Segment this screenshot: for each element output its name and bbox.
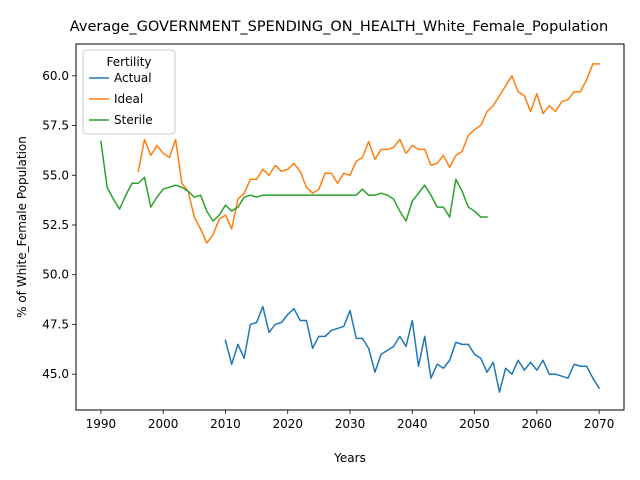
series-line-actual [224, 305, 601, 393]
x-tick-label: 2040 [397, 417, 428, 431]
legend-label-ideal: Ideal [114, 92, 143, 106]
legend-box [82, 49, 176, 135]
x-axis-label: Years [333, 451, 366, 465]
x-tick-label: 2070 [584, 417, 615, 431]
y-tick-label: 45.0 [42, 367, 69, 381]
y-tick-label: 47.5 [42, 317, 69, 331]
legend: Fertility Actual Ideal Sterile [82, 49, 176, 135]
x-tick-label: 2000 [148, 417, 179, 431]
series-line-sterile [100, 140, 488, 222]
x-tick-label: 2050 [459, 417, 490, 431]
x-axis: 1990 2000 2010 2020 2030 2040 2050 2060 2070 [86, 410, 615, 431]
legend-label-sterile: Sterile [114, 113, 153, 127]
y-tick-label: 60.0 [42, 69, 69, 83]
x-tick-label: 2060 [522, 417, 553, 431]
plot-area [100, 63, 601, 393]
x-tick-label: 1990 [86, 417, 117, 431]
y-tick-label: 55.0 [42, 168, 69, 182]
chart-title: Average_GOVERNMENT_SPENDING_ON_HEALTH_Wh… [70, 19, 608, 35]
y-tick-label: 57.5 [42, 119, 69, 133]
y-tick-label: 50.0 [42, 268, 69, 282]
x-tick-label: 2030 [335, 417, 366, 431]
legend-title: Fertility [106, 55, 151, 69]
x-tick-label: 2020 [272, 417, 303, 431]
legend-label-actual: Actual [114, 71, 152, 85]
y-axis-label: % of White_Female Population [15, 136, 29, 318]
x-tick-label: 2010 [210, 417, 241, 431]
y-axis: 45.0 47.5 50.0 52.5 55.0 57.5 60.0 [42, 69, 76, 381]
series-line-ideal [137, 63, 600, 244]
y-tick-label: 52.5 [42, 218, 69, 232]
